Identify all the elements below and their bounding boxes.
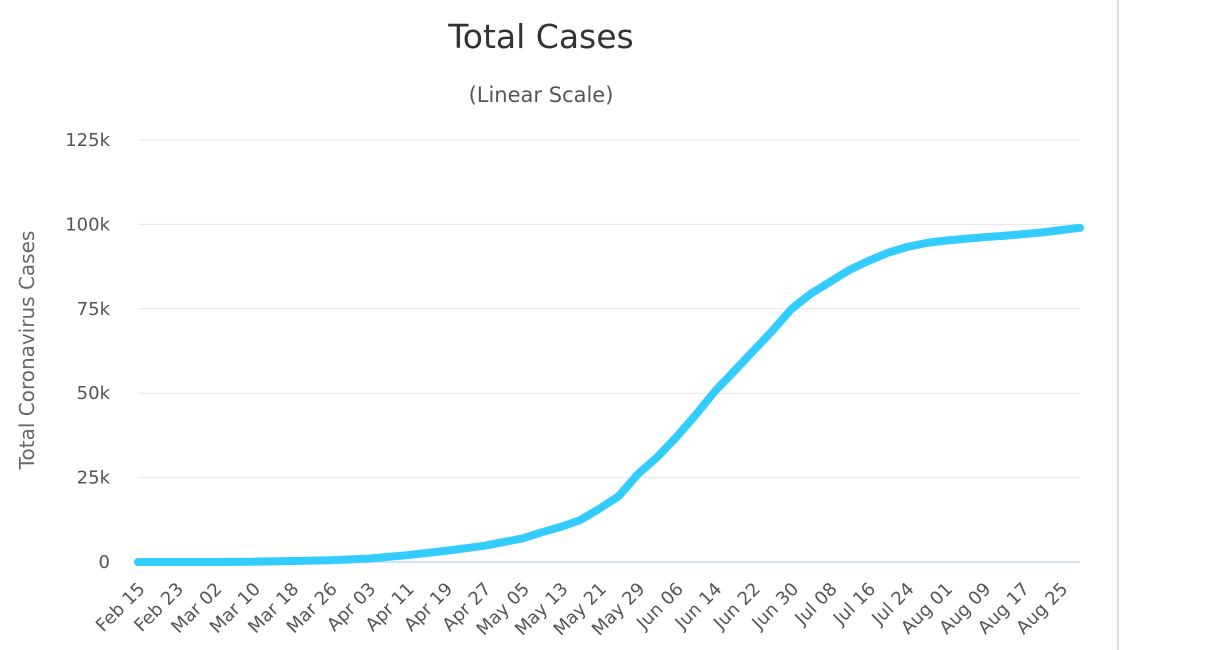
- y-tick-label: 75k: [77, 299, 111, 320]
- series-line-total-cases: [134, 223, 1084, 566]
- y-axis-ticks: 0 25k 50k 75k 100k 125k: [65, 130, 110, 573]
- x-tick-label: Jul 08: [790, 579, 841, 630]
- chart-subtitle: (Linear Scale): [469, 83, 614, 107]
- series-layer: [134, 223, 1084, 566]
- y-tick-label: 0: [99, 552, 110, 573]
- y-tick-label: 50k: [77, 383, 111, 404]
- y-tick-label: 125k: [65, 130, 110, 151]
- x-tick-label: Jul 16: [829, 579, 880, 630]
- gridlines: [138, 139, 1080, 479]
- y-axis-label: Total Coronavirus Cases: [15, 231, 39, 471]
- y-tick-label: 25k: [77, 468, 111, 489]
- chart-title: Total Cases: [447, 17, 634, 56]
- y-tick-label: 100k: [65, 214, 110, 235]
